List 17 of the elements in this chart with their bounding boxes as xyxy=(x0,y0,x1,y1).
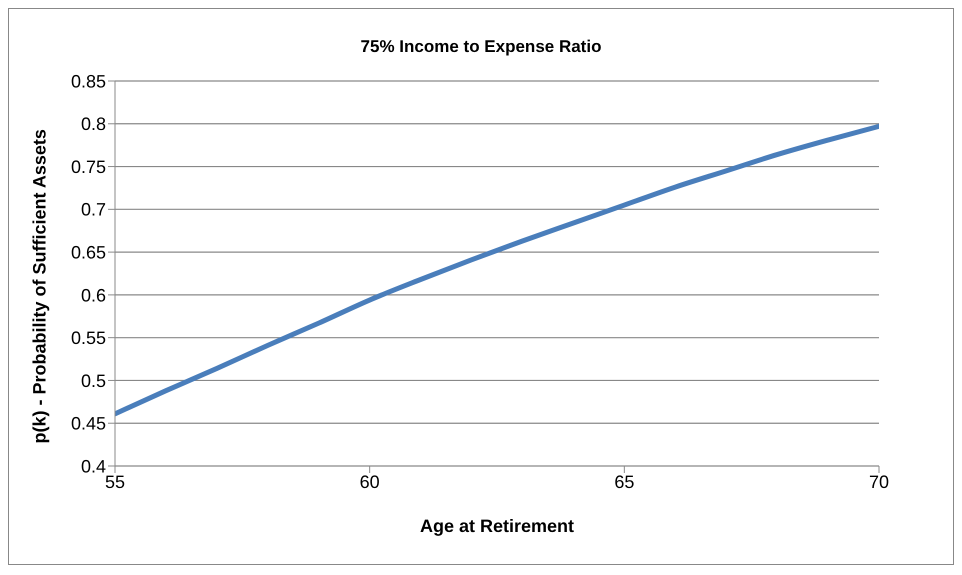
y-tick-label: 0.5 xyxy=(80,370,106,391)
chart-title: 75% Income to Expense Ratio xyxy=(360,37,602,57)
y-tick-label: 0.7 xyxy=(80,200,106,220)
y-tick-label: 0.75 xyxy=(70,156,106,177)
y-tick-label: 0.45 xyxy=(70,414,106,434)
x-tick-label: 60 xyxy=(360,472,380,492)
y-tick-label: 0.85 xyxy=(70,71,106,92)
x-axis-title: Age at Retirement xyxy=(420,516,574,536)
y-tick-label: 0.6 xyxy=(80,285,106,306)
y-tick-label: 0.65 xyxy=(70,242,106,262)
y-tick-label: 0.55 xyxy=(70,328,106,348)
x-tick-label: 65 xyxy=(614,472,634,492)
x-tick-label: 70 xyxy=(868,472,890,492)
y-tick-label: 0.8 xyxy=(80,114,106,134)
x-tick-label: 55 xyxy=(104,472,126,492)
y-axis-title: p(k) - Probability of Sufficient Assets xyxy=(29,129,50,444)
y-tick-label: 0.4 xyxy=(80,456,106,476)
